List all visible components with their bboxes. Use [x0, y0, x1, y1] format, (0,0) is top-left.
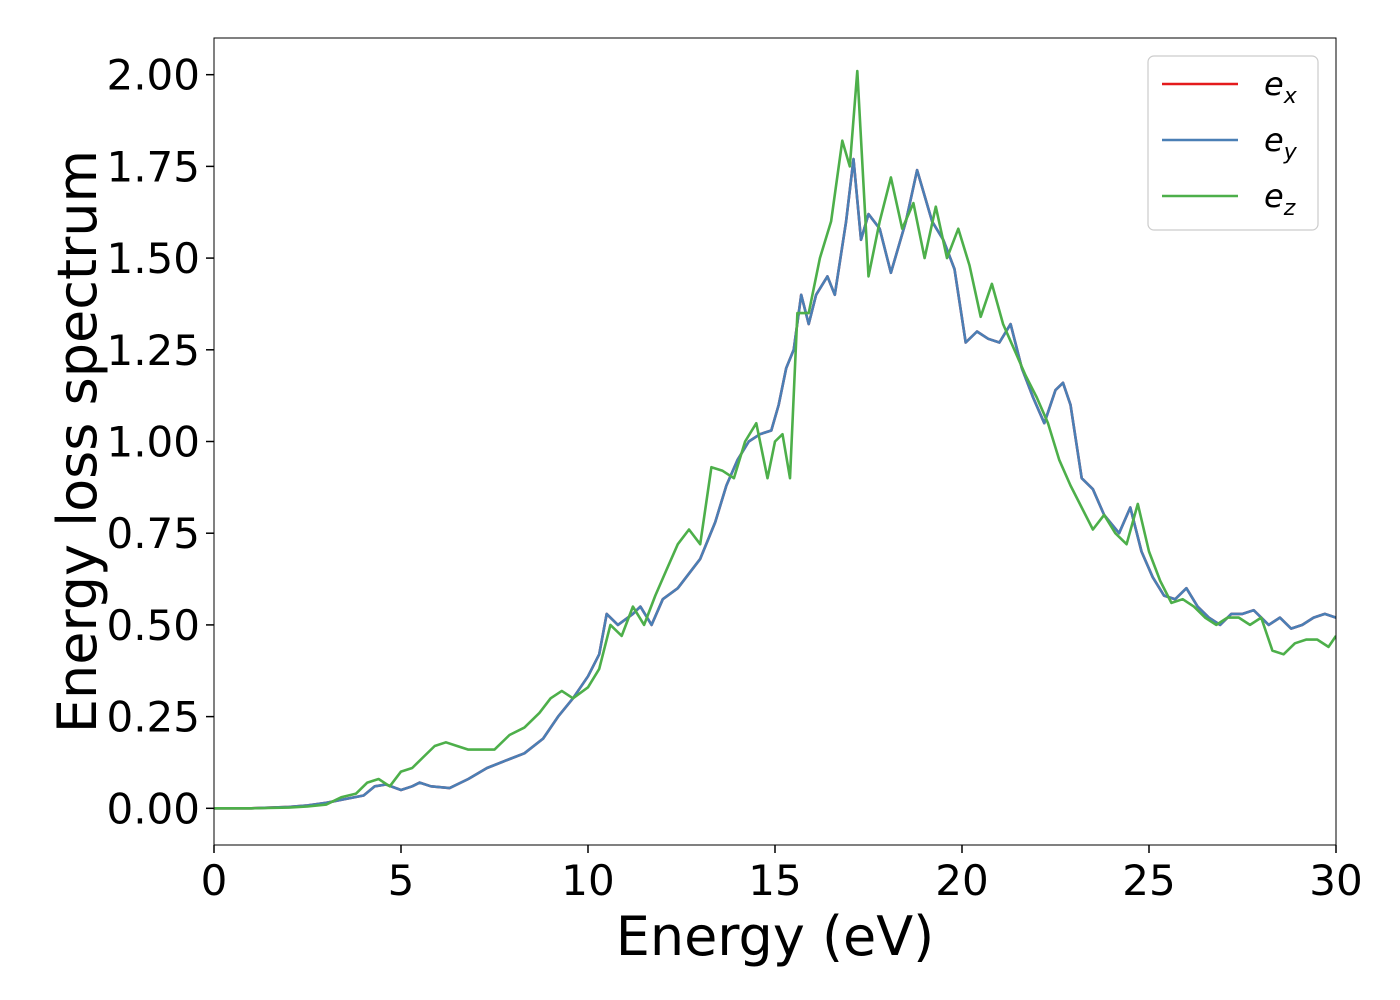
series-line-z	[214, 69, 1336, 810]
x-tick-label: 15	[748, 856, 801, 905]
y-tick-label: 1.00	[106, 418, 200, 467]
legend-label-base: e	[1264, 121, 1284, 159]
x-axis: 0 5 10 15 20 25 30	[201, 845, 1363, 905]
legend-label-base: e	[1264, 177, 1284, 215]
legend-label-subscript: y	[1283, 140, 1298, 165]
x-tick-label: 0	[201, 856, 228, 905]
x-tick-label: 5	[388, 856, 415, 905]
y-tick-label: 1.50	[106, 234, 200, 283]
legend-label-y: ey	[1264, 121, 1298, 165]
x-tick-label: 25	[1122, 856, 1175, 905]
series-line-y	[214, 157, 1336, 810]
y-tick-label: 2.00	[106, 51, 200, 100]
y-tick-label: 0.00	[106, 784, 200, 833]
y-tick-label: 1.75	[106, 142, 200, 191]
legend-label-subscript: x	[1283, 84, 1298, 109]
series-layer	[214, 69, 1336, 810]
y-tick-label: 0.50	[106, 601, 200, 650]
y-tick-label: 1.25	[106, 326, 200, 375]
y-tick-label: 0.25	[106, 693, 200, 742]
y-tick-label: 0.75	[106, 509, 200, 558]
x-tick-label: 30	[1309, 856, 1362, 905]
legend-label-subscript: z	[1283, 196, 1296, 221]
x-axis-label: Energy (eV)	[616, 905, 935, 968]
y-axis-label: Energy loss spectrum	[46, 150, 109, 733]
x-tick-label: 20	[935, 856, 988, 905]
x-tick-label: 10	[561, 856, 614, 905]
legend-label-z: ez	[1264, 177, 1296, 221]
legend-box	[1147, 55, 1319, 231]
legend-label-x: ex	[1264, 65, 1298, 109]
y-axis: 0.00 0.25 0.50 0.75 1.00 1.25 1.50 1.75 2.00	[106, 51, 214, 833]
legend-label-base: e	[1264, 65, 1284, 103]
